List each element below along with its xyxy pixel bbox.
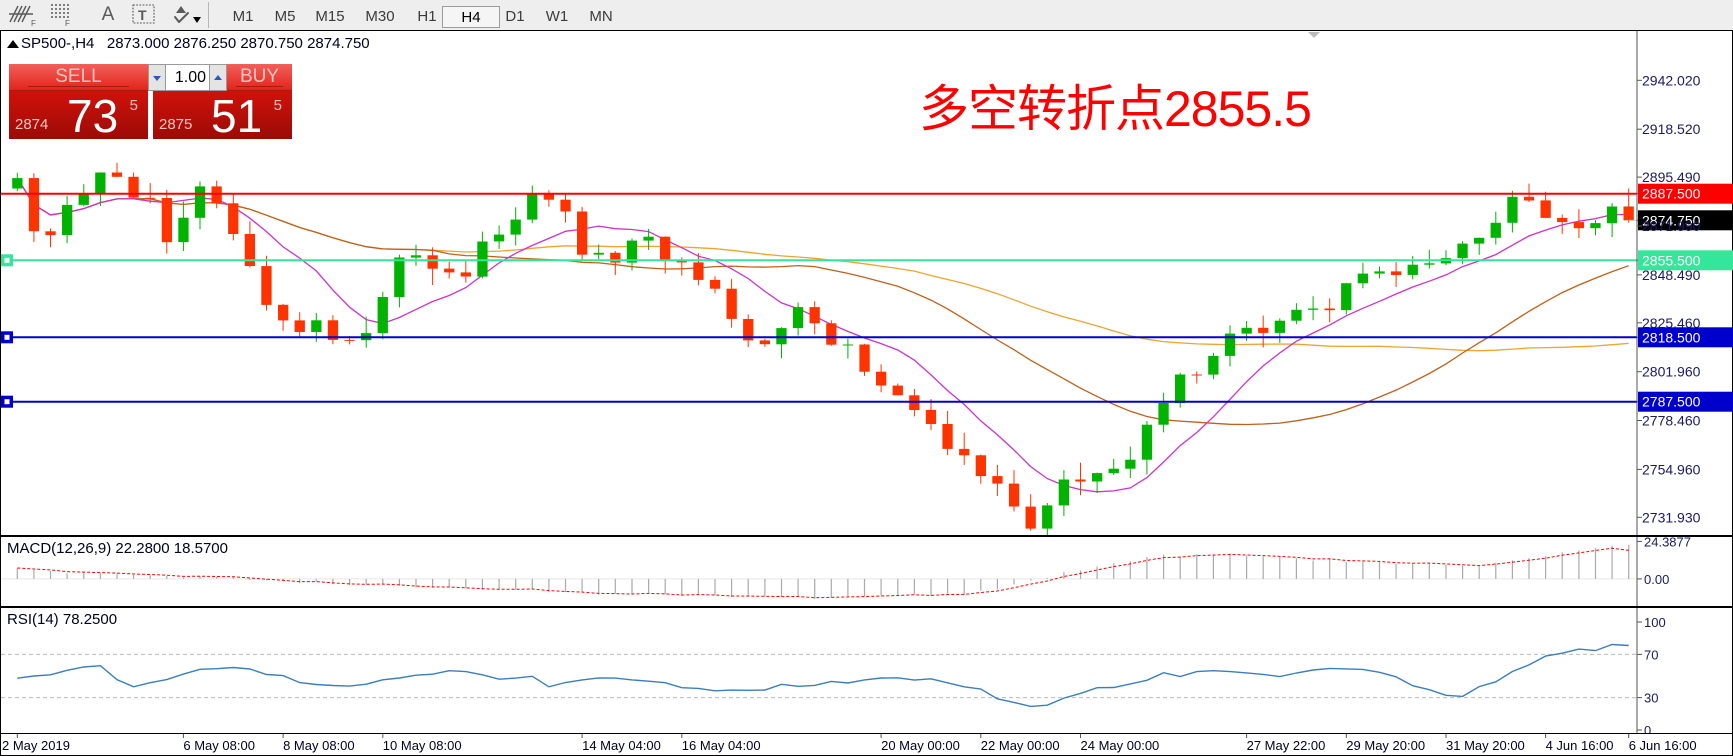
svg-text:24 May 00:00: 24 May 00:00 (1081, 738, 1160, 753)
svg-text:2731.930: 2731.930 (1642, 509, 1701, 525)
svg-text:2787.500: 2787.500 (1642, 394, 1701, 410)
svg-text:RSI(14) 78.2500: RSI(14) 78.2500 (7, 611, 117, 628)
svg-text:27 May 22:00: 27 May 22:00 (1247, 738, 1326, 753)
svg-text:2 May 2019: 2 May 2019 (2, 738, 70, 753)
svg-text:20 May 00:00: 20 May 00:00 (881, 738, 960, 753)
svg-text:2754.960: 2754.960 (1642, 461, 1701, 477)
svg-text:2801.960: 2801.960 (1642, 364, 1701, 380)
svg-text:MACD(12,26,9) 22.2800 18.5700: MACD(12,26,9) 22.2800 18.5700 (7, 540, 228, 557)
svg-text:4 Jun 16:00: 4 Jun 16:00 (1546, 738, 1614, 753)
svg-text:24.3877: 24.3877 (1644, 537, 1691, 549)
svg-text:2918.520: 2918.520 (1642, 121, 1701, 137)
svg-text:F: F (31, 19, 36, 27)
svg-text:F: F (65, 19, 70, 27)
svg-text:10 May 08:00: 10 May 08:00 (383, 738, 462, 753)
svg-text:2818.500: 2818.500 (1642, 329, 1701, 345)
svg-text:70: 70 (1644, 647, 1658, 662)
svg-text:6 May 08:00: 6 May 08:00 (183, 738, 255, 753)
svg-text:14 May 04:00: 14 May 04:00 (582, 738, 661, 753)
svg-text:2942.020: 2942.020 (1642, 72, 1701, 88)
svg-text:2895.490: 2895.490 (1642, 169, 1701, 185)
svg-text:T: T (138, 7, 147, 23)
svg-text:2848.490: 2848.490 (1642, 267, 1701, 283)
svg-text:22 May 00:00: 22 May 00:00 (981, 738, 1060, 753)
svg-text:2871.990: 2871.990 (1642, 218, 1701, 234)
svg-text:2778.460: 2778.460 (1642, 413, 1701, 429)
svg-text:16 May 04:00: 16 May 04:00 (682, 738, 761, 753)
svg-text:0.00: 0.00 (1644, 572, 1669, 587)
svg-text:31 May 20:00: 31 May 20:00 (1446, 738, 1525, 753)
svg-text:8 May 08:00: 8 May 08:00 (283, 738, 355, 753)
svg-text:0: 0 (1644, 723, 1651, 734)
svg-text:29 May 20:00: 29 May 20:00 (1346, 738, 1425, 753)
svg-text:2855.500: 2855.500 (1642, 252, 1701, 268)
svg-text:6 Jun 16:00: 6 Jun 16:00 (1629, 738, 1697, 753)
svg-text:2887.500: 2887.500 (1642, 186, 1701, 202)
svg-text:100: 100 (1644, 615, 1666, 630)
svg-text:30: 30 (1644, 691, 1658, 706)
